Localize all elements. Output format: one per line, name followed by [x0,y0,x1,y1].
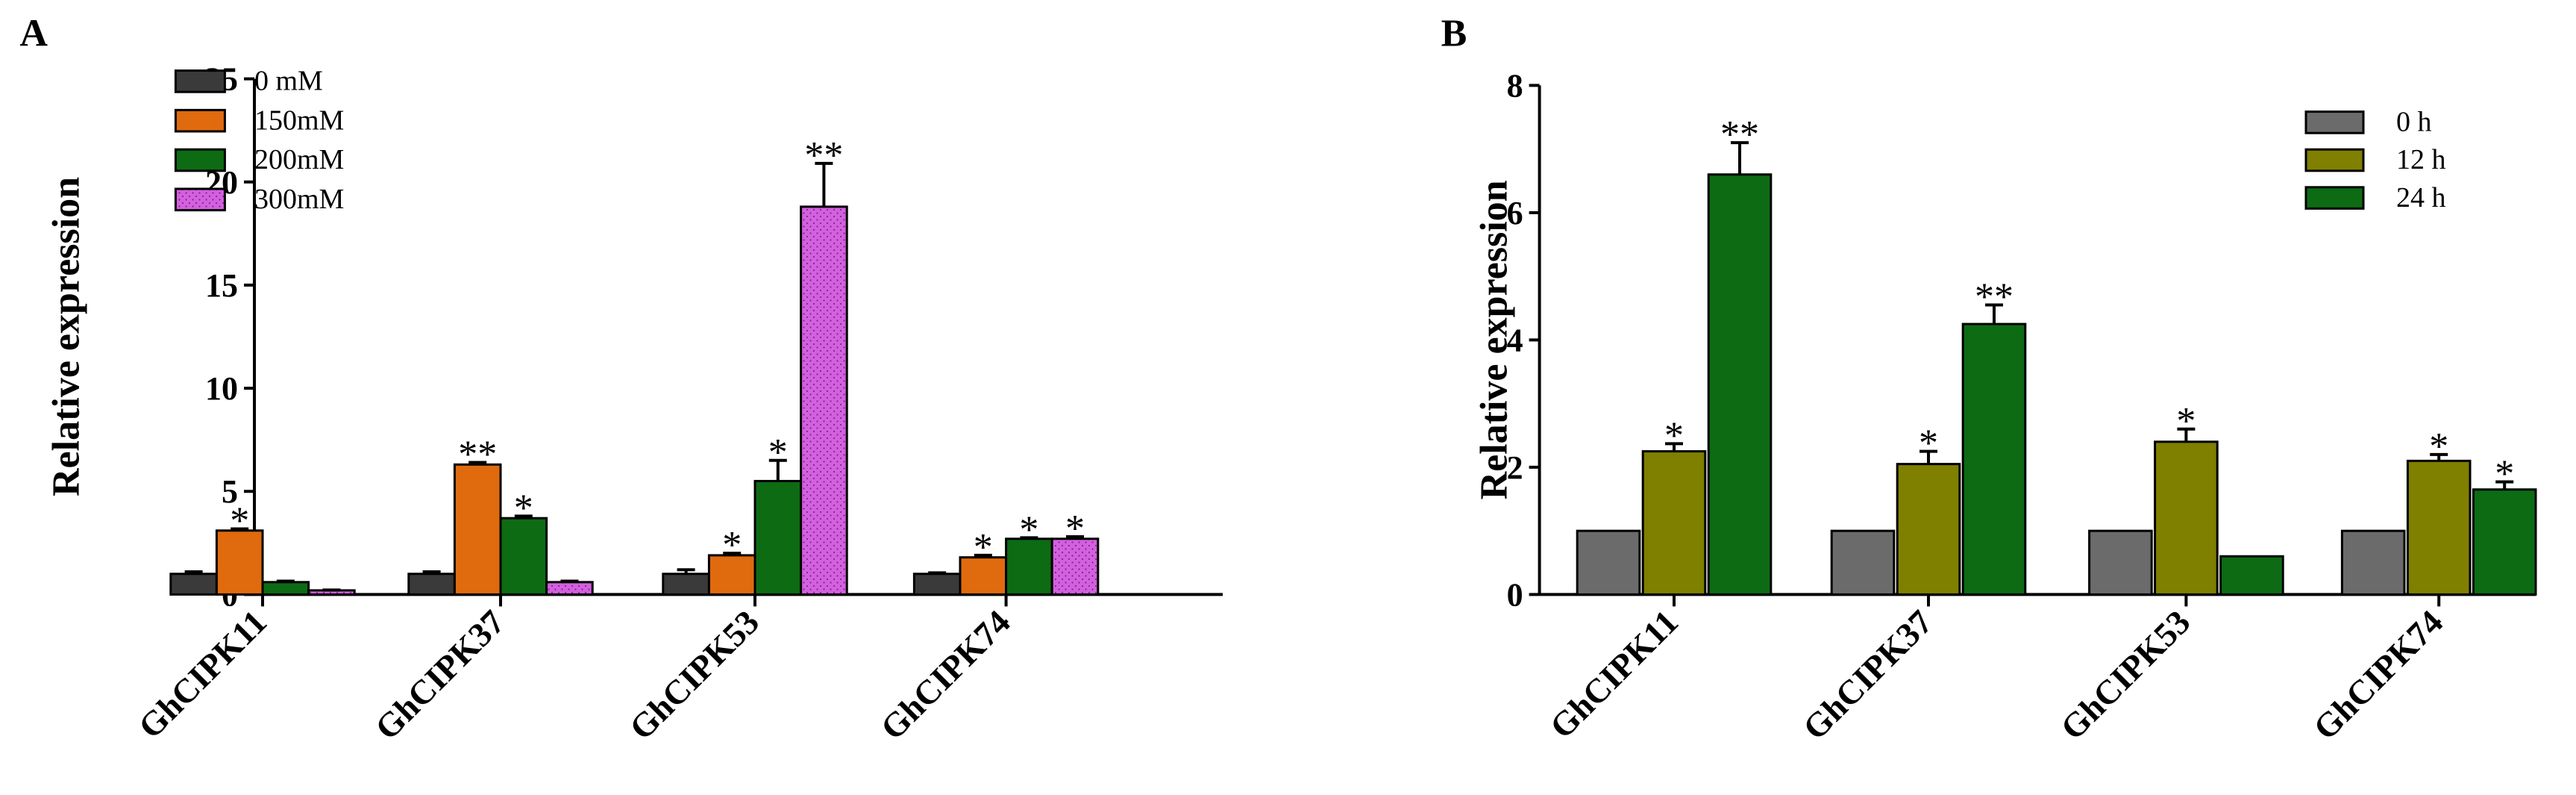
significance-marker: ** [1975,276,2014,319]
bar [2154,440,2219,596]
panel-a: A0510152025Relative expressionGhCIPK11*G… [19,13,1223,747]
bar [453,463,502,596]
significance-marker: * [1919,423,1938,465]
category-label: GhCIPK53 [2053,602,2197,746]
legend-swatch [2304,186,2365,210]
legend: 0 mM 150mM 200mM 300mM [174,66,344,215]
bar [1707,173,1773,596]
category-label: GhCIPK37 [1796,602,1940,746]
bar [2088,529,2153,596]
significance-marker: * [1019,508,1038,551]
legend-swatch [174,187,226,212]
significance-marker: * [722,524,742,567]
bar [261,581,310,596]
significance-marker: ** [458,434,497,476]
legend-swatch [2304,148,2365,172]
y-axis-title: Relative expression [1473,180,1516,499]
category-label: GhCIPK74 [873,602,1017,746]
significance-marker: * [2495,453,2514,496]
y-tick-label: 6 [1507,195,1523,231]
significance-marker: * [2176,400,2196,443]
bar [1576,529,1641,596]
bar [1641,450,1707,596]
significance-marker: * [974,526,993,569]
bar [800,205,848,596]
significance-marker: * [1664,414,1684,457]
y-tick-label: 8 [1507,67,1523,104]
bar [1896,463,1961,596]
category-label: GhCIPK11 [1543,602,1686,746]
y-tick-label: 4 [1507,322,1523,358]
significance-marker: * [514,487,533,529]
legend-label: 0 h [2396,107,2432,138]
y-tick-label: 10 [205,370,238,407]
y-axis-title: Relative expression [46,177,88,496]
significance-marker: ** [1720,113,1759,156]
y-tick-label: 0 [1507,576,1523,613]
legend-swatch [2304,110,2365,134]
bar [407,573,456,596]
legend-label: 150mM [254,105,344,136]
legend-label: 300mM [254,184,344,215]
y-tick-label: 2 [1507,449,1523,486]
category-label: GhCIPK11 [131,602,275,746]
bar [1830,529,1896,596]
legend-swatch [174,108,226,133]
significance-marker: ** [804,134,843,177]
bar [499,517,548,596]
bar [1961,322,2027,596]
legend: 0 h 12 h 24 h [2304,107,2446,213]
legend-label: 12 h [2396,144,2446,175]
significance-marker: * [768,431,788,474]
category-label: GhCIPK74 [2306,602,2450,746]
bar [169,573,218,596]
bar [2406,459,2472,596]
significance-marker: * [1065,508,1085,550]
bar [545,581,594,596]
bar [2472,488,2537,596]
bar [662,573,710,596]
legend-swatch [174,148,226,172]
bar [753,479,803,596]
bar [2340,529,2406,596]
bar [912,573,962,596]
bar [1005,537,1053,596]
category-label: GhCIPK53 [622,602,766,746]
bar [2219,555,2284,596]
legend-swatch [174,69,226,93]
legend-label: 24 h [2396,182,2446,213]
bar [1050,537,1100,596]
bar [707,554,756,596]
panel-letter: B [1441,13,1467,55]
y-tick-label: 5 [222,473,238,510]
legend-label: 0 mM [254,66,323,97]
y-tick-label: 15 [205,267,238,304]
panel-letter: A [19,13,48,55]
category-label: GhCIPK37 [368,602,512,746]
significance-marker: * [2429,425,2448,468]
significance-marker: * [230,500,249,543]
legend-label: 200mM [254,144,344,175]
